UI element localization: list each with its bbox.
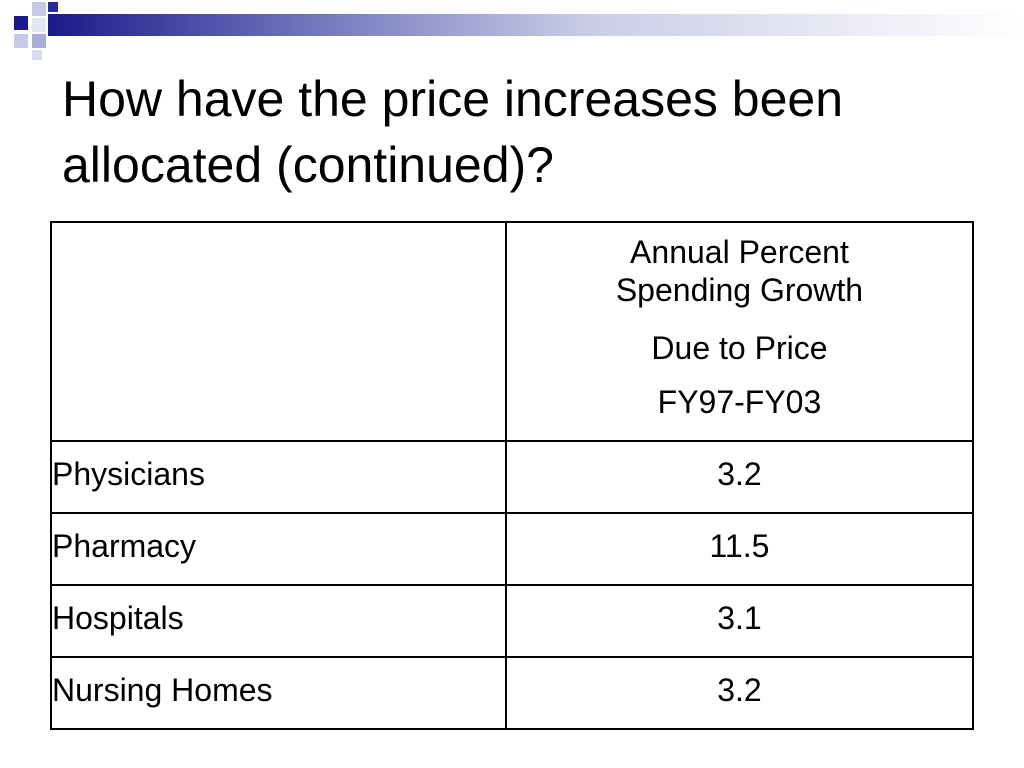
header-line-3: Due to Price	[651, 330, 828, 366]
header-line-4: FY97-FY03	[657, 384, 822, 420]
row-label-text: Nursing Homes	[52, 672, 273, 708]
header-label-cell	[50, 221, 507, 442]
decor-square-light	[32, 2, 46, 16]
header-line-2: Spending Growth	[615, 272, 864, 308]
table-row: Physicians 3.2	[50, 440, 975, 514]
row-label: Pharmacy	[50, 512, 507, 586]
row-value-text: 3.1	[717, 600, 762, 636]
row-label-text: Physicians	[52, 456, 205, 492]
table-row: Pharmacy 11.5	[50, 512, 975, 586]
decor-gradient-bar	[48, 14, 1024, 36]
header-line-1: Annual Percent	[630, 234, 849, 270]
table-row: Nursing Homes 3.2	[50, 656, 975, 730]
decor-square-light	[32, 18, 46, 32]
table-row: Hospitals 3.1	[50, 584, 975, 658]
page-title: How have the price increases been alloca…	[62, 66, 982, 198]
row-value: 3.2	[504, 656, 975, 730]
decor-square-dark	[32, 50, 42, 60]
row-value: 11.5	[504, 512, 975, 586]
row-value-text: 3.2	[717, 672, 762, 708]
decor-square-dark	[14, 16, 28, 30]
row-label: Nursing Homes	[50, 656, 507, 730]
title-line-1: How have the price increases been	[62, 71, 844, 127]
decor-square-dark	[48, 2, 58, 12]
row-label-text: Hospitals	[52, 600, 184, 636]
header-value-cell: Annual Percent Spending Growth Due to Pr…	[504, 221, 975, 442]
row-value: 3.1	[504, 584, 975, 658]
decor-square-light	[14, 34, 28, 48]
row-value-text: 11.5	[709, 528, 770, 564]
decor-square-light	[32, 34, 46, 48]
row-value-text: 3.2	[717, 456, 762, 492]
row-value: 3.2	[504, 440, 975, 514]
row-label-text: Pharmacy	[52, 528, 197, 564]
title-line-2: allocated (continued)?	[62, 137, 554, 193]
price-growth-table: Annual Percent Spending Growth Due to Pr…	[50, 221, 975, 730]
table-header-row: Annual Percent Spending Growth Due to Pr…	[50, 221, 975, 442]
row-label: Physicians	[50, 440, 507, 514]
row-label: Hospitals	[50, 584, 507, 658]
